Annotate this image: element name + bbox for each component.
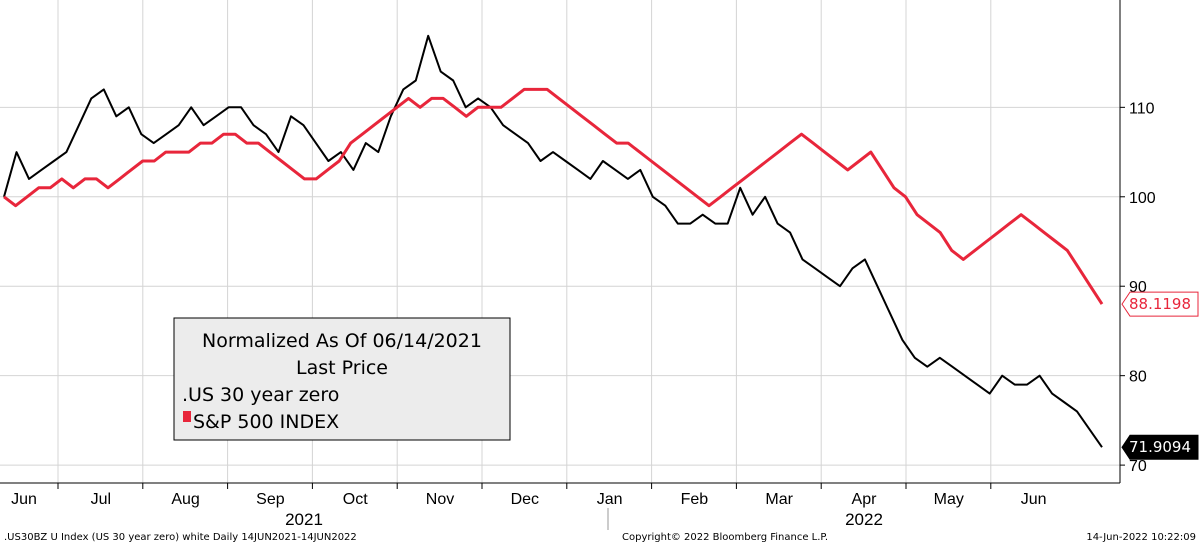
y-tick-label-110: 110 (1129, 100, 1155, 117)
last-value-tag-us30-zero: 71.9094 (1121, 434, 1199, 460)
legend-title-line1: Normalized As Of 06/14/2021 (202, 330, 482, 352)
x-tick-label-jul-1: Jul (91, 491, 111, 508)
footer-right: 14-Jun-2022 10:22:09 (1086, 532, 1196, 543)
x-tick-label-apr-10: Apr (852, 491, 878, 508)
x-tick-label-mar-9: Mar (765, 491, 793, 508)
legend-item-us30: .US 30 year zero (182, 384, 339, 406)
x-tick-label-jun-0: Jun (11, 491, 37, 508)
y-tick-label-100: 100 (1129, 190, 1156, 207)
legend: Normalized As Of 06/14/2021 Last Price .… (173, 317, 511, 441)
last-value-tags: 71.9094 88.1198 (1121, 291, 1199, 460)
last-value-tag-label: 71.9094 (1129, 438, 1191, 456)
legend-item-sp500: S&P 500 INDEX (193, 411, 339, 433)
footer-center: Copyright© 2022 Bloomberg Finance L.P. (622, 532, 828, 543)
series-layer (3, 34, 1104, 448)
grid-lines (0, 0, 1120, 483)
y-tick-label-70: 70 (1129, 458, 1147, 475)
plot-area (0, 0, 1120, 483)
legend-title-line2: Last Price (296, 357, 388, 379)
x-tick-label-jun-12: Jun (1021, 491, 1047, 508)
x-tick-label-may-11: May (934, 491, 964, 508)
x-tick-label-aug-2: Aug (171, 491, 199, 508)
x-tick-label-nov-5: Nov (426, 491, 454, 508)
footer-left: .US30BZ U Index (US 30 year zero) white … (4, 532, 357, 543)
year-label-2022: 2022 (845, 510, 883, 529)
series-line-sp500 (3, 87, 1104, 305)
legend-box (173, 317, 511, 441)
year-label-2021: 2021 (285, 510, 323, 529)
x-axis-ticks: Jun Jul Aug Sep Oct Nov Dec Jan Feb Mar Apr May Jun 2… (11, 483, 1046, 529)
last-value-tag-bg (1121, 434, 1199, 460)
legend-swatch-sp500 (183, 411, 191, 422)
x-tick-label-jan-7: Jan (597, 491, 623, 508)
x-tick-label-feb-8: Feb (681, 491, 709, 508)
last-value-tag-sp500: 88.1198 (1121, 291, 1199, 317)
x-tick-label-dec-6: Dec (511, 491, 539, 508)
last-value-tag-label: 88.1198 (1129, 295, 1191, 313)
series-line-us30-zero (3, 34, 1103, 448)
y-tick-label-80: 80 (1129, 369, 1147, 386)
x-tick-label-sep-3: Sep (256, 491, 285, 508)
last-value-tag-bg (1121, 291, 1199, 317)
x-tick-label-oct-4: Oct (343, 491, 368, 508)
